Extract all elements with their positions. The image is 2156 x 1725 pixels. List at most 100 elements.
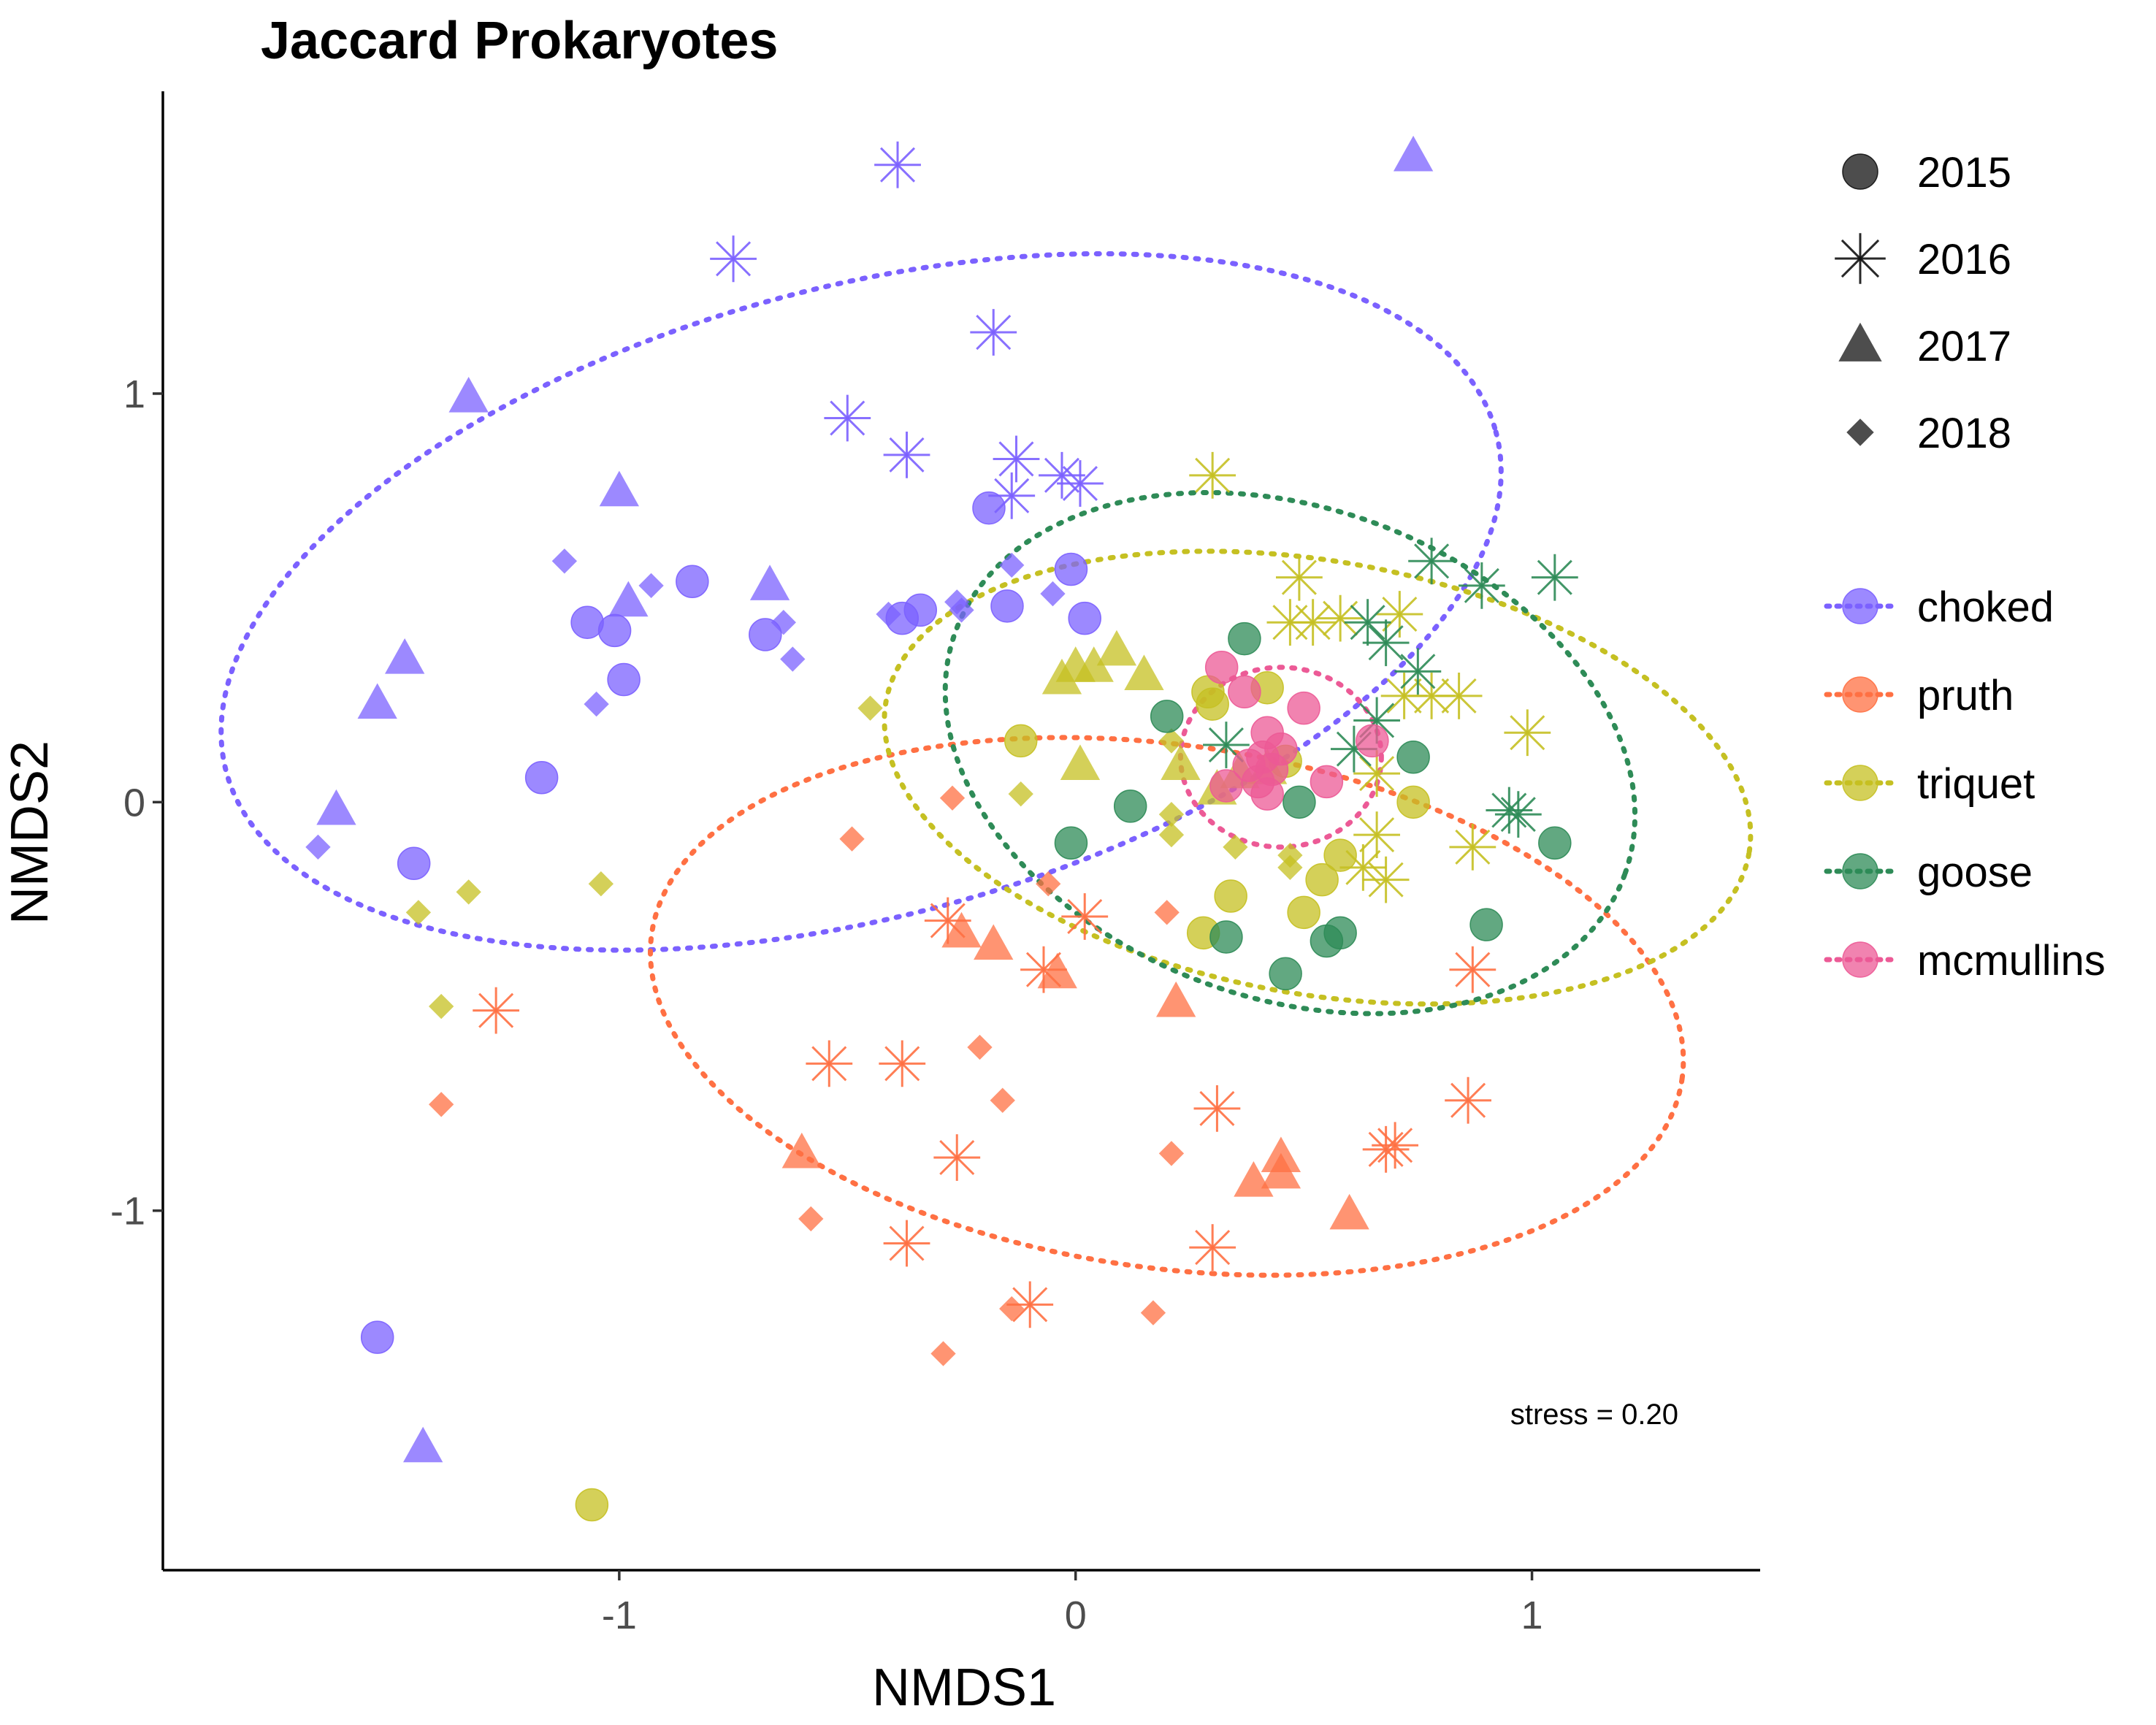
point-choked-2017	[599, 470, 640, 507]
point-triquet-2017	[1124, 654, 1164, 690]
point-triquet-2017	[1074, 646, 1114, 682]
legend-shape-2017	[1838, 322, 1882, 362]
point-goose-2016	[1494, 791, 1542, 838]
stress-annotation: stress = 0.20	[1510, 1399, 1678, 1431]
point-choked-2017	[749, 565, 790, 600]
point-mcmullins-2015	[1287, 691, 1320, 725]
point-choked-2016	[970, 309, 1017, 356]
point-pruth-2017	[1037, 952, 1077, 989]
point-triquet-2018	[1158, 801, 1185, 827]
legend-label-pruth: pruth	[1917, 672, 2014, 719]
point-pruth-2018	[839, 826, 865, 852]
point-triquet-2018	[456, 879, 481, 905]
point-triquet-2018	[857, 695, 883, 721]
chart-title: Jaccard Prokaryotes	[261, 12, 778, 70]
legend-shape-2016	[1835, 233, 1886, 284]
legend-label-2016: 2016	[1917, 236, 2011, 283]
point-choked-2018	[584, 691, 609, 717]
point-choked-2018	[771, 610, 796, 635]
point-choked-2016	[883, 431, 930, 478]
point-triquet-2015	[1323, 838, 1357, 872]
point-goose-2015	[1054, 826, 1088, 860]
point-triquet-2018	[588, 871, 614, 897]
point-choked-2018	[551, 548, 578, 574]
point-triquet-2017	[1060, 744, 1101, 781]
point-pruth-2016	[473, 987, 520, 1034]
legend-shape-2015	[1842, 153, 1878, 190]
y-axis-title: NMDS2	[1, 741, 59, 925]
point-pruth-2016	[1193, 1085, 1241, 1132]
point-pruth-2016	[883, 1220, 930, 1267]
point-triquet-2018	[1158, 822, 1185, 848]
point-pruth-2018	[1036, 871, 1061, 897]
point-choked-2016	[993, 435, 1040, 483]
point-goose-2016	[1531, 554, 1578, 601]
point-triquet-2016	[1317, 594, 1364, 642]
x-tick-label: 1	[1521, 1594, 1543, 1637]
legend-key-triquet	[1842, 765, 1878, 801]
point-goose-2016	[1362, 619, 1410, 667]
point-choked-2015	[607, 662, 641, 697]
point-triquet-2015	[1214, 879, 1247, 913]
axes: -1 0 1 -1 0 1	[110, 91, 1760, 1637]
point-pruth-2016	[806, 1040, 853, 1087]
point-choked-2015	[1068, 601, 1101, 635]
point-choked-2017	[608, 581, 649, 617]
point-pruth-2018	[1140, 1300, 1166, 1326]
legend-shape-2018	[1846, 418, 1874, 446]
point-goose-2015	[1469, 908, 1503, 941]
point-goose-2015	[1282, 785, 1316, 819]
legend-label-2015: 2015	[1917, 149, 2011, 196]
point-mcmullins-2015	[1250, 777, 1284, 811]
point-triquet-2015	[1287, 895, 1320, 930]
point-choked-2015	[524, 761, 559, 795]
y-tick-label: 1	[123, 372, 145, 416]
legend-label-2017: 2017	[1917, 323, 2011, 370]
point-choked-2015	[885, 601, 920, 635]
point-choked-2015	[397, 846, 431, 881]
point-triquet-2017	[1041, 658, 1082, 695]
point-pruth-2018	[429, 1092, 454, 1117]
point-choked-2016	[1057, 460, 1104, 507]
point-choked-2018	[999, 552, 1025, 578]
point-goose-2015	[1150, 700, 1184, 733]
y-tick-label: 0	[123, 781, 145, 825]
point-pruth-2016	[933, 1134, 981, 1181]
point-triquet-2015	[575, 1488, 609, 1522]
point-goose-2015	[1209, 920, 1243, 954]
point-triquet-2016	[1408, 673, 1456, 719]
legend-label-triquet: triquet	[1917, 760, 2035, 808]
point-pruth-2018	[967, 1034, 993, 1060]
point-pruth-2016	[1006, 1281, 1054, 1328]
point-triquet-2018	[429, 993, 454, 1020]
point-triquet-2016	[1353, 811, 1401, 858]
point-pruth-2016	[1372, 1122, 1419, 1169]
point-pruth-2016	[1449, 946, 1496, 993]
point-goose-2016	[1458, 562, 1505, 609]
point-triquet-2016	[1362, 856, 1410, 903]
point-triquet-2016	[1339, 844, 1387, 891]
point-choked-2015	[749, 618, 782, 651]
legend-key-mcmullins	[1842, 941, 1878, 978]
points-layer	[305, 135, 1578, 1522]
point-choked-2015	[1054, 552, 1088, 586]
point-choked-2018	[305, 834, 331, 860]
point-triquet-2015	[1396, 785, 1430, 819]
legend-key-goose	[1842, 853, 1878, 890]
point-goose-2016	[1394, 648, 1442, 695]
point-triquet-2018	[1223, 834, 1248, 860]
point-choked-2015	[360, 1320, 394, 1354]
ellipse-choked	[218, 250, 1504, 953]
point-goose-2015	[1310, 924, 1344, 958]
point-triquet-2016	[1353, 750, 1401, 798]
point-triquet-2017	[1096, 630, 1137, 666]
point-pruth-2016	[1362, 1125, 1410, 1173]
point-triquet-2016	[1266, 599, 1314, 646]
point-triquet-2016	[1504, 709, 1551, 757]
point-triquet-2018	[1008, 781, 1033, 807]
point-pruth-2016	[1445, 1076, 1491, 1124]
point-choked-2016	[1039, 451, 1085, 499]
point-goose-2015	[1113, 789, 1147, 823]
ellipse-triquet	[882, 548, 1754, 1007]
point-choked-2018	[780, 646, 806, 672]
